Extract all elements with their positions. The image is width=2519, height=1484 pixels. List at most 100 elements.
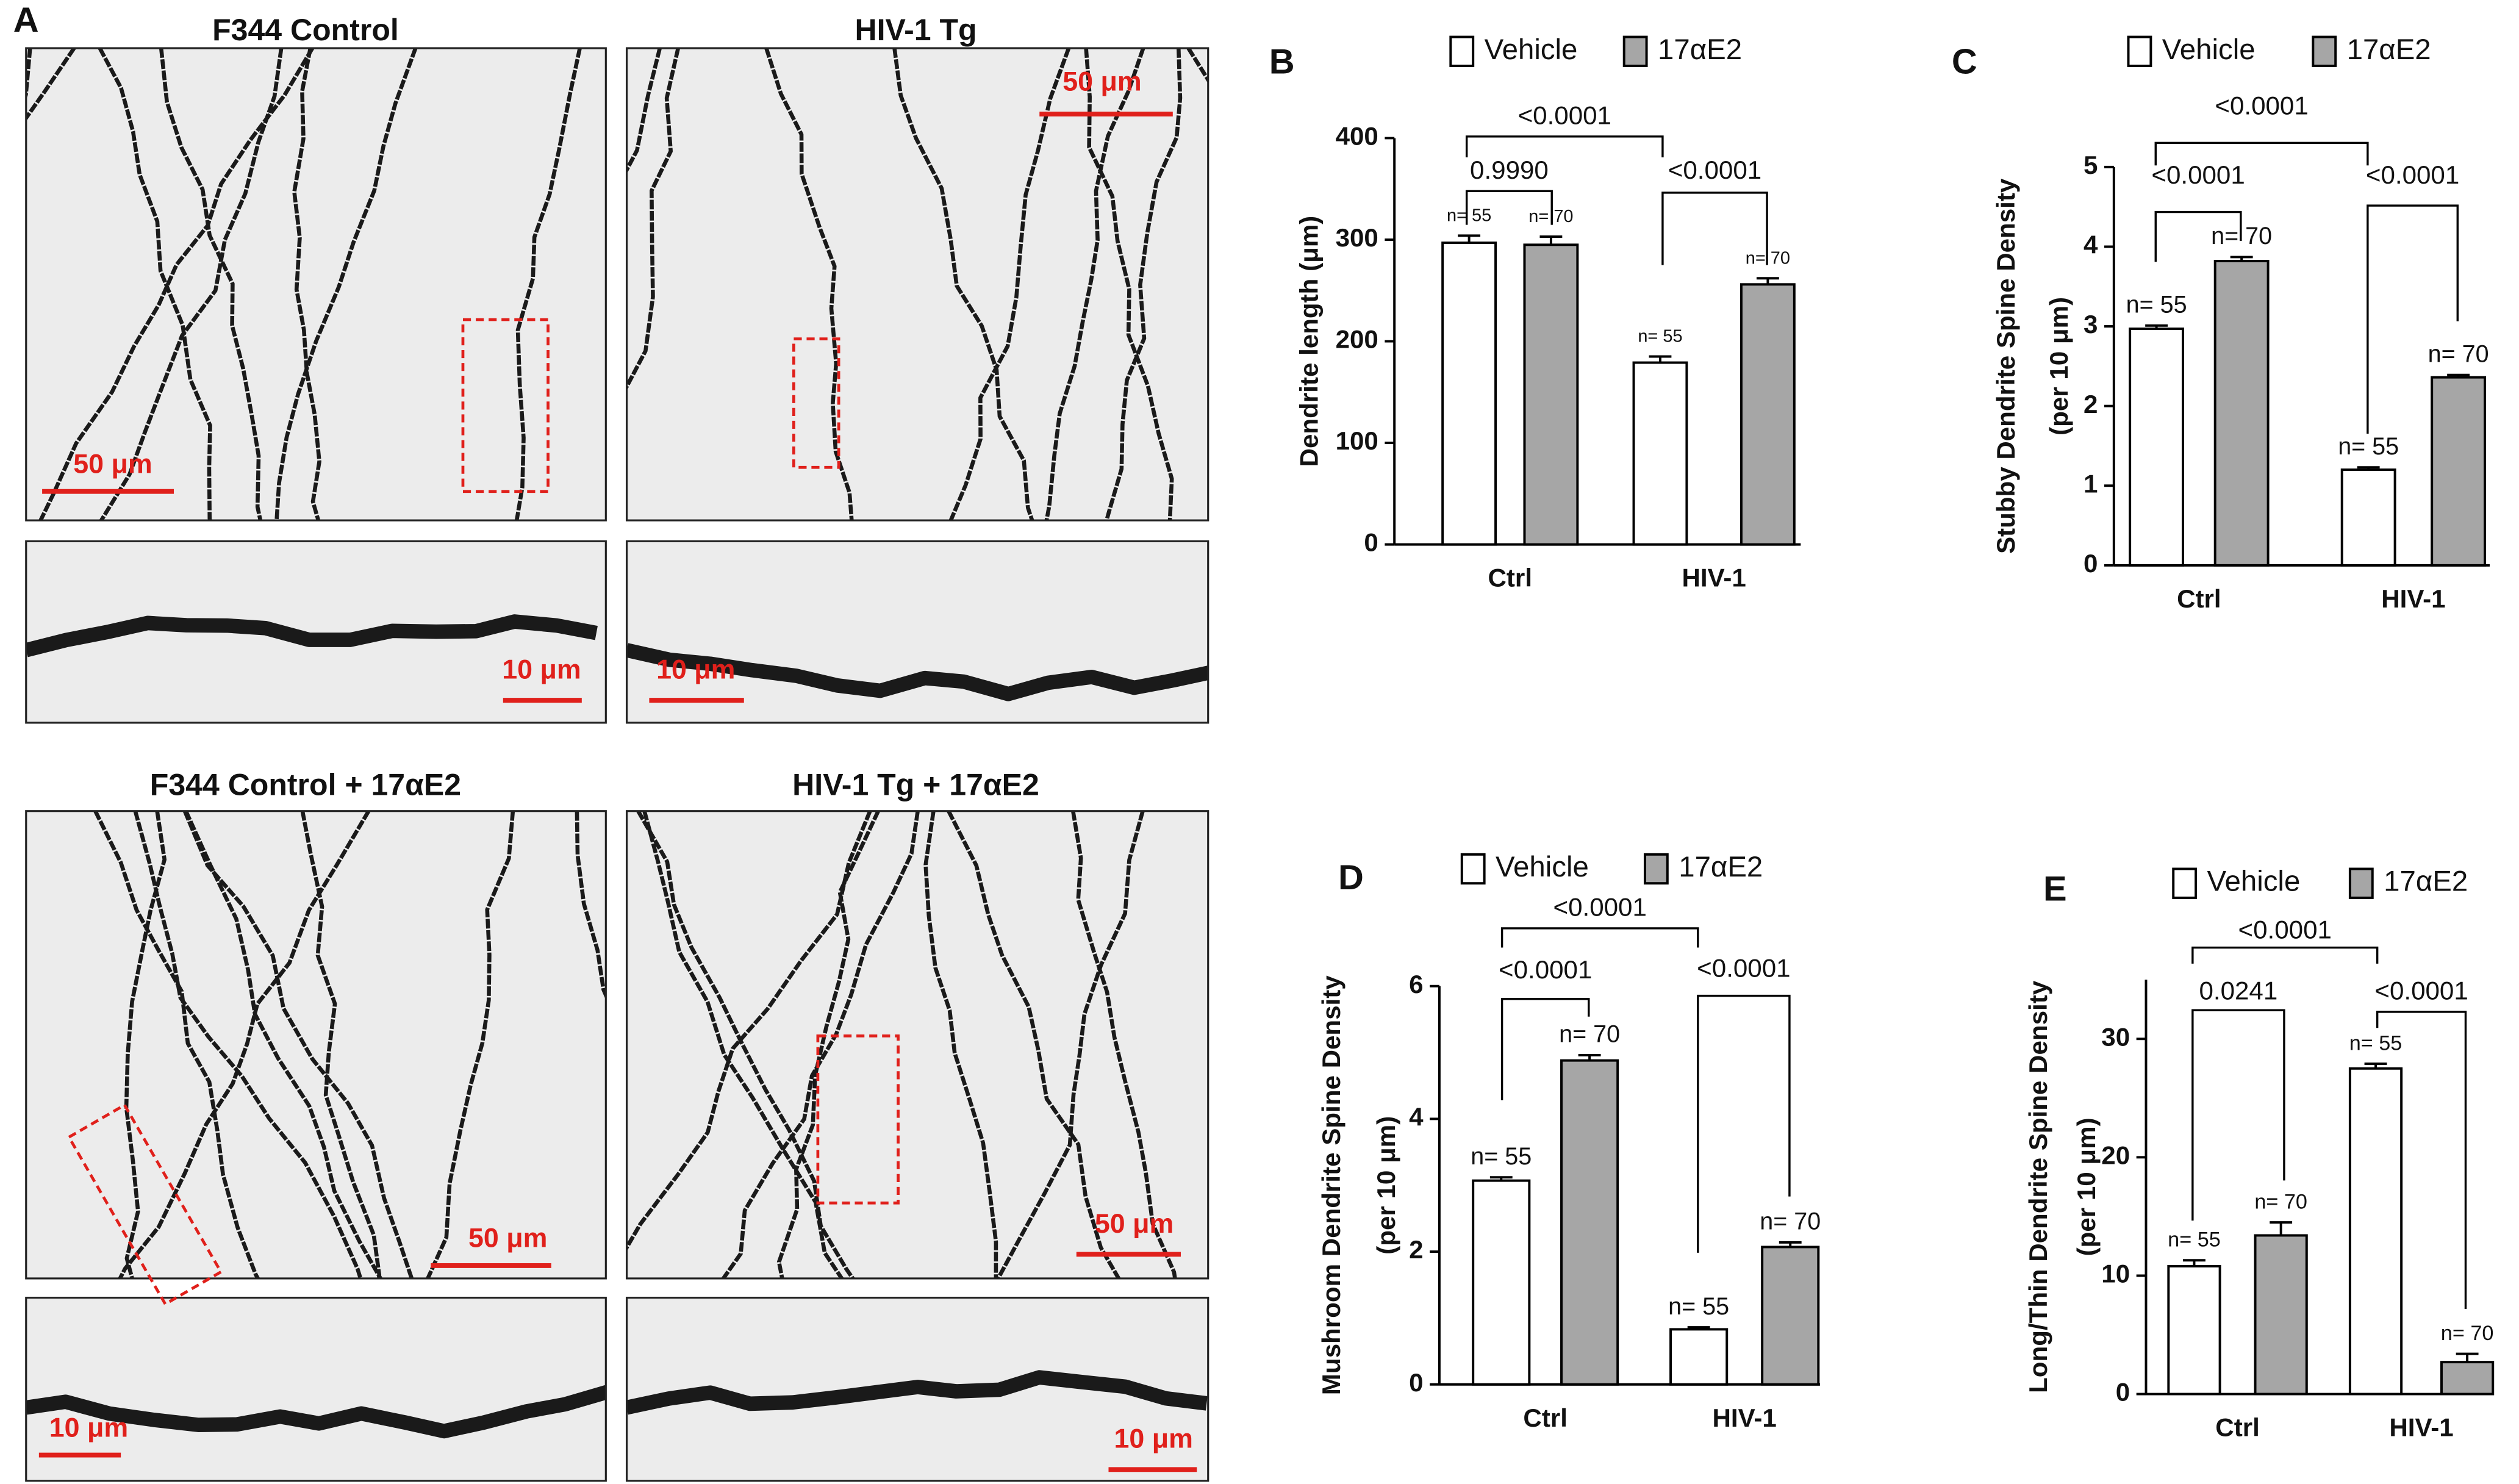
- n-label: n= 55: [2168, 1228, 2221, 1252]
- bar: [2440, 1361, 2495, 1396]
- y-tick-label: 2: [2084, 390, 2098, 418]
- bar: [1523, 243, 1579, 546]
- y-tick-label: 1: [2084, 469, 2098, 498]
- dendrite: [995, 811, 1145, 1278]
- dendrite: [99, 48, 284, 521]
- scale-bar-label: 10 μm: [49, 1412, 128, 1443]
- charts: 0 100 200 300 400 Dendrite length (μm) Ctrl HIV…: [1294, 34, 2495, 1442]
- x-tick-label: Ctrl: [1488, 564, 1533, 592]
- n-label: n= 55: [1471, 1143, 1532, 1170]
- y-axis-label: (per 10 μm): [1372, 1116, 1400, 1255]
- legend-label: 17αE2: [2347, 34, 2431, 66]
- significance-bracket: [2376, 1011, 2467, 1309]
- bar: [2254, 1234, 2308, 1396]
- micrograph: [625, 540, 1209, 724]
- image-border: [625, 810, 1209, 1280]
- significance-bracket: [1697, 994, 1791, 1253]
- micrograph-title: HIV-1 Tg + 17αE2: [792, 767, 1039, 801]
- micrograph-title: HIV-1 Tg: [855, 13, 976, 47]
- image-bg: [26, 1297, 606, 1481]
- significance-bracket: [2191, 946, 2379, 964]
- dendrite: [26, 614, 598, 658]
- significance-bracket: [2154, 210, 2242, 262]
- dendrite: [124, 811, 167, 1278]
- bar-chart: 0 2 4 6 Mushroom Dendrite Spine Density (per …: [1317, 851, 1821, 1432]
- dendrite: [626, 48, 681, 391]
- dendrite: [159, 48, 263, 521]
- legend-swatch: [2312, 35, 2337, 67]
- y-tick-label: 200: [1336, 325, 1378, 354]
- legend-label: Vehicle: [2162, 34, 2256, 66]
- micrographs: F344 Control HIV-1 Tg F344 Control + 17αE2…: [25, 13, 1209, 1482]
- micrograph: [625, 810, 1209, 1280]
- legend-label: Vehicle: [2207, 866, 2301, 898]
- bar: [1632, 361, 1688, 546]
- micrograph: [25, 47, 607, 522]
- x-tick-label: Ctrl: [1523, 1403, 1568, 1432]
- dendrite: [133, 811, 363, 1278]
- dendrites: [26, 48, 582, 521]
- panel-label: E: [2043, 870, 2067, 909]
- x-tick-label: HIV-1: [1713, 1403, 1777, 1432]
- legend-swatch: [1460, 853, 1486, 885]
- dendrite: [626, 48, 662, 174]
- n-label: n= 70: [1760, 1208, 1821, 1235]
- y-tick-label: 300: [1336, 223, 1378, 252]
- y-tick-label: 6: [1409, 970, 1423, 998]
- scale-bar-label: 10 μm: [502, 654, 581, 684]
- scale-bar-label: 50 μm: [1095, 1208, 1174, 1239]
- dendrite: [626, 811, 872, 1252]
- micrograph: [625, 1296, 1209, 1482]
- y-tick-label: 0: [1364, 528, 1378, 557]
- dendrite: [720, 811, 920, 1278]
- y-tick-label: 100: [1336, 426, 1378, 455]
- micrograph: [25, 1296, 607, 1482]
- bar: [2431, 376, 2487, 567]
- legend-swatch: [1622, 35, 1648, 67]
- y-axis-label: Long/Thin Dendrite Spine Density: [2024, 980, 2052, 1393]
- legend-label: 17αE2: [1679, 851, 1763, 883]
- dendrite: [184, 811, 383, 1278]
- n-label: n= 55: [2338, 433, 2399, 460]
- n-label: n= 70: [1559, 1021, 1620, 1048]
- image-bg: [26, 811, 606, 1278]
- x-tick-label: HIV-1: [2381, 584, 2445, 613]
- p-value: <0.0001: [2366, 160, 2459, 189]
- dendrite: [948, 48, 1071, 521]
- dendrite: [38, 48, 315, 521]
- n-label: n= 55: [1638, 327, 1682, 346]
- legend-swatch: [1643, 853, 1669, 885]
- image-border: [25, 810, 607, 1280]
- n-label: n= 70: [2428, 341, 2489, 368]
- bar: [1441, 242, 1497, 546]
- dendrite: [182, 811, 414, 1278]
- bar: [1740, 283, 1796, 546]
- dendrite: [923, 811, 998, 1278]
- micrograph: [25, 540, 607, 724]
- dendrite: [776, 811, 880, 1278]
- bar: [1669, 1328, 1729, 1386]
- legend-swatch: [1449, 35, 1475, 67]
- y-tick-label: 20: [2101, 1141, 2130, 1169]
- panel-label: A: [13, 1, 39, 40]
- scale-bar-label: 10 μm: [656, 654, 735, 684]
- n-label: n= 55: [2126, 292, 2187, 318]
- scale-bar-label: 50 μm: [73, 448, 152, 479]
- y-tick-label: 30: [2101, 1022, 2130, 1051]
- dendrite: [626, 643, 1208, 701]
- dendrites: [626, 48, 1208, 521]
- p-value: <0.0001: [1499, 955, 1592, 984]
- bar: [2129, 327, 2185, 567]
- bar: [2213, 259, 2270, 567]
- bar: [1560, 1059, 1619, 1386]
- roi-box: [792, 337, 840, 469]
- dendrite: [26, 1385, 606, 1439]
- y-axis-label: Stubby Dendrite Spine Density: [1991, 178, 2020, 554]
- p-value: 0.9990: [1470, 156, 1549, 184]
- y-tick-label: 400: [1336, 122, 1378, 151]
- y-axis-label: Dendrite length (μm): [1294, 216, 1323, 467]
- bar: [2340, 468, 2396, 567]
- roi-box: [461, 318, 550, 493]
- dendrite: [636, 811, 856, 1278]
